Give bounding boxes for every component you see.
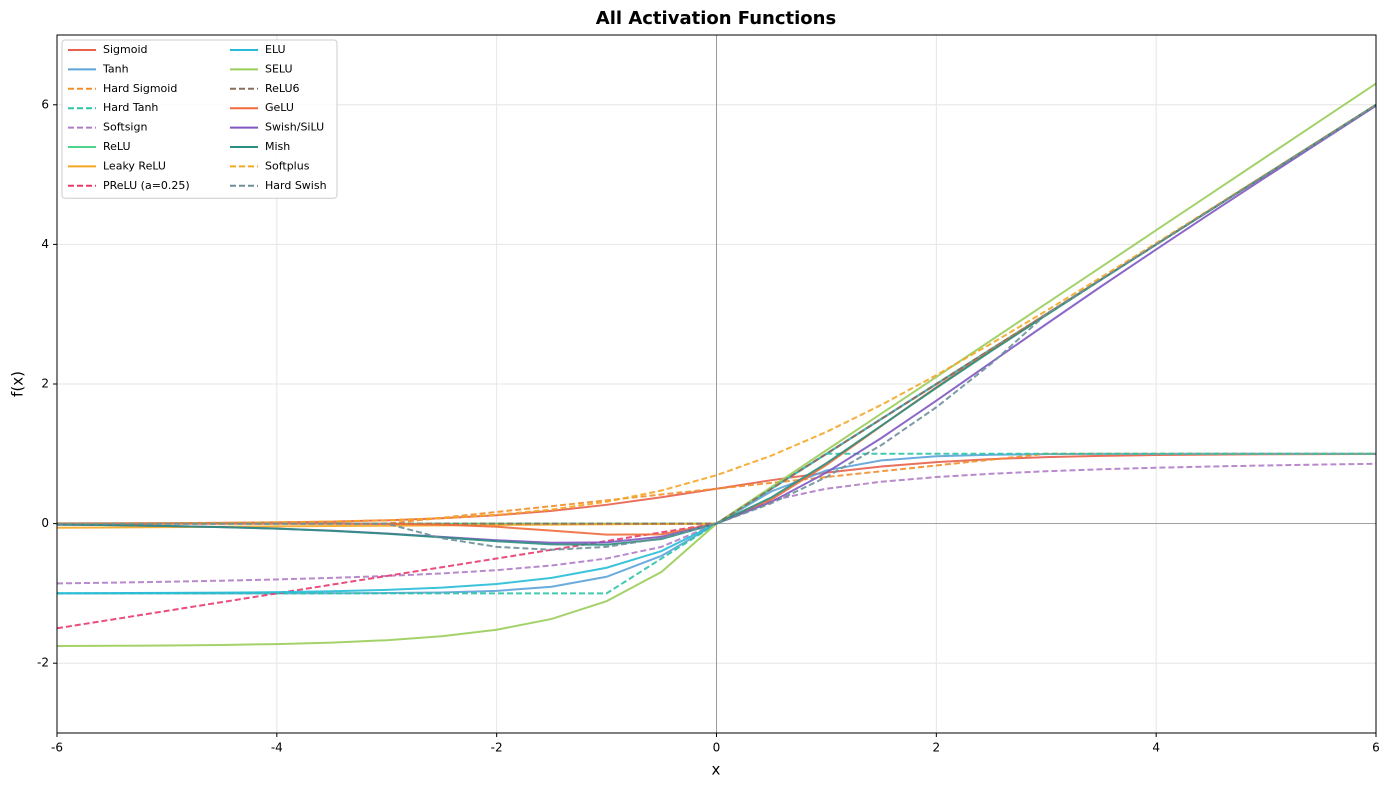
x-axis-label: x	[712, 761, 721, 779]
y-axis-label: f(x)	[9, 371, 27, 397]
plot-frame	[56, 34, 1377, 734]
legend-label: Leaky ReLU	[103, 159, 166, 172]
y-tick-label: 2	[41, 377, 49, 391]
series-line	[57, 103, 1377, 551]
legend-label: Hard Tanh	[103, 101, 158, 114]
legend-label: SELU	[265, 62, 293, 75]
legend-label: ReLU	[103, 140, 131, 153]
legend-label: Softplus	[265, 159, 310, 172]
y-tick-label: 6	[41, 97, 49, 111]
chart-title: All Activation Functions	[596, 8, 836, 29]
y-tick-label: -2	[37, 656, 49, 670]
legend-label: Hard Sigmoid	[103, 82, 177, 95]
x-tick-label: 2	[933, 741, 941, 755]
x-tick-label: 0	[713, 741, 721, 755]
legend-label: ELU	[265, 43, 286, 56]
legend-label: GeLU	[265, 101, 294, 114]
x-tick-label: 4	[1152, 741, 1160, 755]
legend-label: ReLU6	[265, 82, 300, 95]
x-tick-label: -4	[271, 741, 283, 755]
y-tick-label: 4	[41, 237, 49, 251]
legend-label: Hard Swish	[265, 179, 327, 192]
legend-label: PReLU (a=0.25)	[103, 179, 190, 192]
legend-label: Tanh	[102, 62, 129, 75]
legend-label: Swish/SiLU	[265, 121, 324, 134]
x-tick-label: -6	[51, 741, 63, 755]
legend-label: Mish	[265, 140, 290, 153]
legend-label: Softsign	[103, 121, 147, 134]
series-line	[56, 103, 1377, 525]
legend-frame	[61, 39, 338, 199]
x-tick-label: -2	[491, 741, 503, 755]
x-tick-label: 6	[1372, 741, 1380, 755]
y-tick-label: 0	[41, 516, 49, 530]
legend: Sigmoid Tanh Hard Sigmoid Hard Tanh Softsign…	[61, 39, 338, 199]
legend-label: Sigmoid	[103, 43, 148, 56]
